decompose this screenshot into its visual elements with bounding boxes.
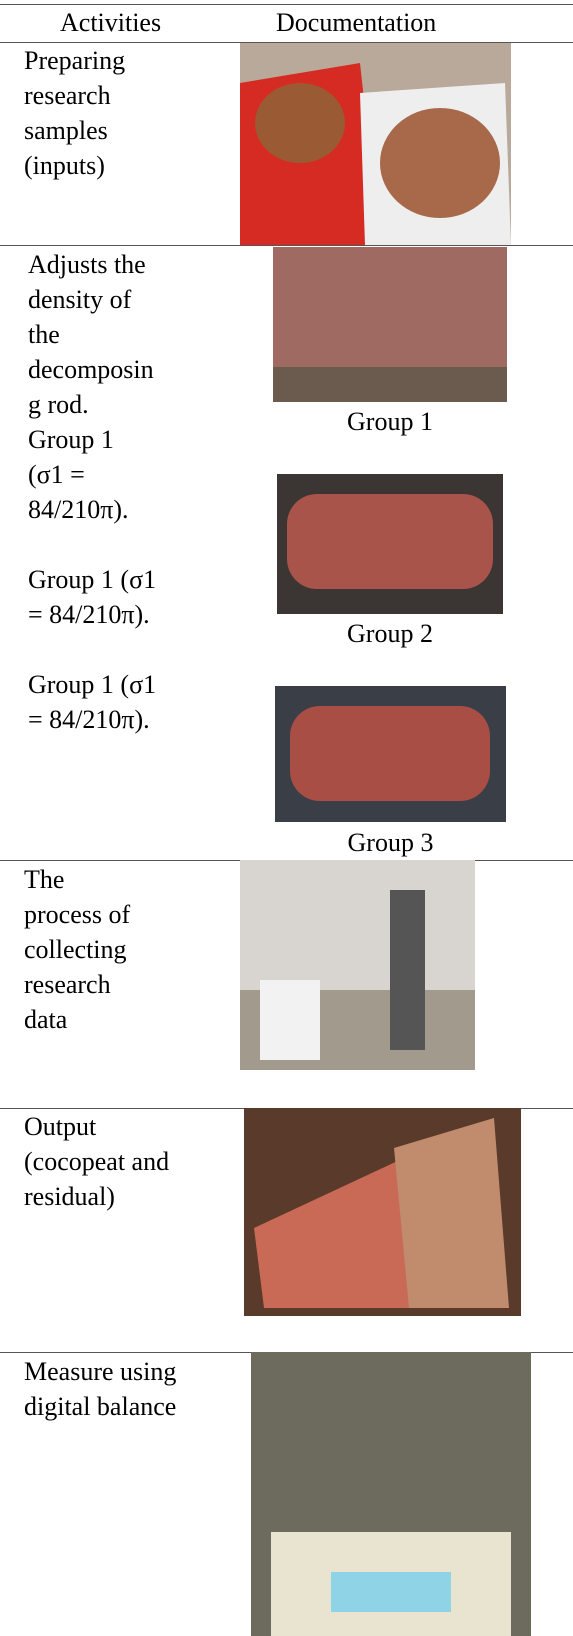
activity-cell: Adjusts the density of the decomposin g rod.… [28,247,156,772]
activity-cell: Preparing research samples (inputs) [24,43,125,218]
paragraph: Group 1 (σ1 = 84/210π). [28,667,156,737]
text-line: = 84/210π). [28,600,150,629]
text-line: (σ1 = [28,460,85,489]
text-line: Measure using [24,1357,177,1386]
text-line: collecting [24,935,127,964]
paragraph: Measure using digital balance [24,1354,176,1424]
photo-group-1 [273,247,507,402]
caption: Group 3 [347,828,434,857]
text-line: Preparing [24,46,126,75]
text-line: samples [24,116,108,145]
photo-output [244,1108,521,1316]
text-line: g rod. [28,390,89,419]
text-line: process of [24,900,131,929]
text-line: digital balance [24,1392,177,1421]
rule [0,245,573,246]
photo-collecting [240,860,475,1070]
paragraph: Output (cocopeat and residual) [24,1109,169,1214]
header-documentation: Documentation [276,8,437,37]
rule [0,4,573,5]
text-line: The [24,865,65,894]
text-line: Group 1 [28,425,114,454]
photo-group-3 [275,686,506,822]
rule [0,42,573,43]
text-line: research [24,970,111,999]
caption: Group 2 [347,619,433,648]
text-line: the [28,320,60,349]
text-line: decomposin [28,355,154,384]
paragraph: Adjusts the density of the decomposin g rod.… [28,247,156,527]
text-line: Group 1 (σ1 [28,670,157,699]
photo-balance [251,1352,531,1636]
caption: Group 1 [347,407,433,436]
text-line: = 84/210π). [28,705,150,734]
paragraph: Preparing research samples (inputs) [24,43,125,183]
text-line: 84/210π). [28,495,129,524]
paragraph: Group 1 (σ1 = 84/210π). [28,562,156,632]
text-line: research [24,81,111,110]
activity-cell: Measure using digital balance [24,1354,176,1459]
text-line: density of [28,285,132,314]
text-line: residual) [24,1182,115,1211]
text-line: Adjusts the [28,250,146,279]
text-line: Output [24,1112,97,1141]
paragraph: The process of collecting research data [24,862,130,1037]
text-line: (cocopeat and [24,1147,170,1176]
text-line: Group 1 (σ1 [28,565,157,594]
photo-group-2 [277,474,503,614]
text-line: data [24,1005,68,1034]
header-activities: Activities [60,8,162,37]
photo-samples [240,43,511,245]
activity-cell: Output (cocopeat and residual) [24,1109,169,1249]
text-line: (inputs) [24,151,105,180]
activity-cell: The process of collecting research data [24,862,130,1072]
